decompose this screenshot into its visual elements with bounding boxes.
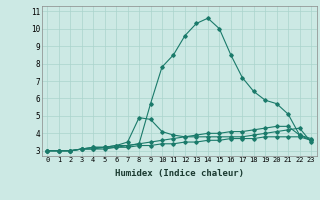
X-axis label: Humidex (Indice chaleur): Humidex (Indice chaleur) [115, 169, 244, 178]
